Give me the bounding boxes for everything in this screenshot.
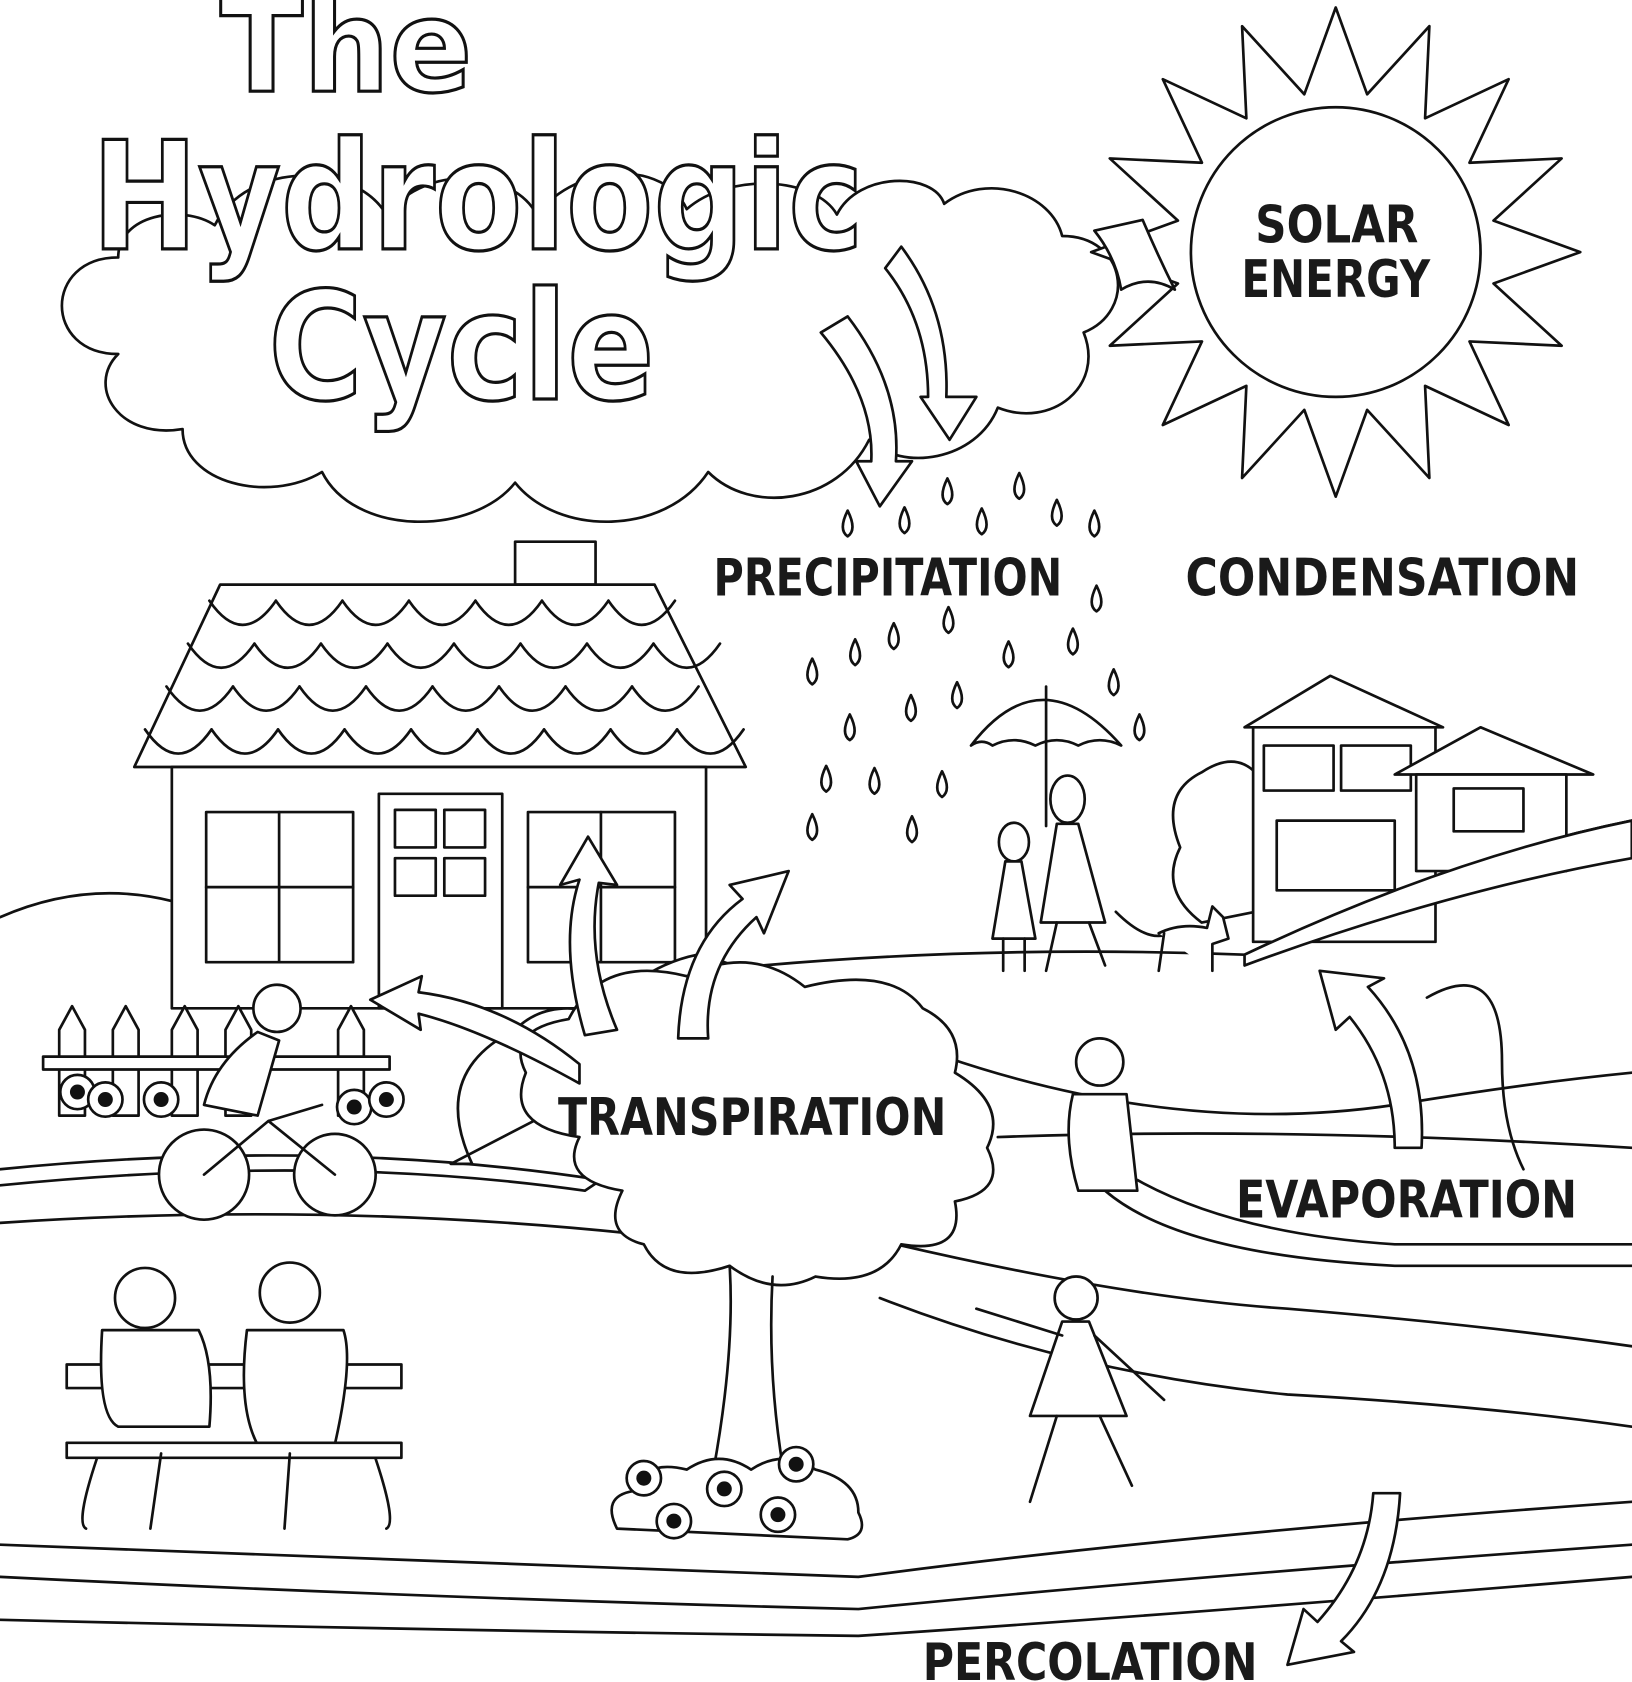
person-body — [101, 1330, 211, 1427]
flower-center — [70, 1085, 85, 1100]
arrow — [1287, 1493, 1400, 1665]
person-body — [992, 861, 1035, 938]
process-label: CONDENSATION — [1186, 548, 1580, 608]
person-body — [244, 1330, 347, 1453]
flower-center — [98, 1092, 113, 1107]
title-line: Hydrologic — [91, 111, 863, 285]
bench-seat — [67, 1443, 402, 1458]
raindrop — [900, 507, 910, 533]
person-head — [1050, 776, 1084, 823]
person-head — [1076, 1038, 1123, 1085]
process-label: TRANSPIRATION — [558, 1088, 946, 1148]
chimney — [515, 542, 595, 585]
raindrop — [907, 816, 917, 842]
window — [1454, 788, 1524, 831]
raindrop — [807, 814, 817, 840]
process-label: PERCOLATION — [923, 1633, 1258, 1682]
flower-center — [379, 1092, 394, 1107]
person-body — [1069, 1094, 1138, 1191]
raindrops — [807, 473, 1144, 842]
field — [944, 1057, 1632, 1114]
raindrop — [1135, 714, 1145, 740]
hydrologic-cycle-diagram: The Hydrologic Cycle — [0, 0, 1632, 1682]
road — [896, 1244, 1632, 1346]
door-pane — [395, 858, 436, 896]
raindrop — [1090, 511, 1100, 537]
person-body — [1030, 1322, 1127, 1416]
person-body — [204, 1032, 279, 1116]
title-line: Cycle — [268, 261, 654, 435]
raindrop — [870, 768, 880, 794]
sun-label: ENERGY — [1241, 250, 1430, 310]
raindrop — [821, 766, 831, 792]
arrow — [1320, 971, 1422, 1148]
door-pane — [395, 810, 436, 848]
person-head — [999, 823, 1029, 862]
raindrop — [944, 607, 954, 633]
raindrop — [937, 771, 947, 797]
raindrop — [889, 623, 899, 649]
window — [1341, 746, 1411, 791]
door-pane — [444, 858, 485, 896]
raindrop — [943, 478, 953, 504]
raindrop — [1092, 586, 1102, 612]
roof — [1245, 676, 1443, 727]
raindrop — [845, 714, 855, 740]
raindrop — [1052, 500, 1062, 526]
person-head — [260, 1263, 320, 1323]
raindrop — [1068, 629, 1078, 655]
raindrop — [906, 695, 916, 721]
flower-center — [347, 1100, 362, 1115]
raindrop — [1109, 669, 1119, 695]
tree-trunk — [714, 1266, 784, 1470]
hill — [0, 893, 172, 917]
person-head — [253, 985, 300, 1032]
flower-center — [154, 1092, 169, 1107]
roof — [134, 585, 745, 767]
bench-legs — [82, 1454, 390, 1529]
road — [0, 1214, 633, 1233]
person-head — [1055, 1277, 1098, 1320]
sun-label: SOLAR — [1255, 195, 1418, 255]
raindrop — [843, 511, 853, 537]
title-line: The — [220, 0, 472, 122]
flower-center — [666, 1514, 681, 1529]
bush-tree — [1173, 762, 1255, 923]
page: The Hydrologic Cycle — [0, 0, 1632, 1682]
fence-rail — [43, 1057, 389, 1070]
ground-layer — [0, 1577, 1632, 1636]
process-label: PRECIPITATION — [714, 548, 1063, 608]
window — [1277, 821, 1395, 891]
flower-center — [717, 1481, 732, 1496]
flower-center — [636, 1471, 651, 1486]
flower-center — [789, 1457, 804, 1472]
raindrop — [1014, 473, 1024, 499]
road — [880, 1298, 1632, 1427]
raindrop — [850, 639, 860, 665]
raindrop — [1004, 641, 1014, 667]
raindrop — [952, 682, 962, 708]
person-body — [1041, 824, 1105, 923]
door-pane — [444, 810, 485, 848]
process-label: EVAPORATION — [1236, 1171, 1577, 1231]
window — [1264, 746, 1334, 791]
raindrop — [977, 508, 987, 534]
flower-center — [770, 1507, 785, 1522]
raindrop — [807, 659, 817, 685]
person-head — [115, 1268, 175, 1328]
